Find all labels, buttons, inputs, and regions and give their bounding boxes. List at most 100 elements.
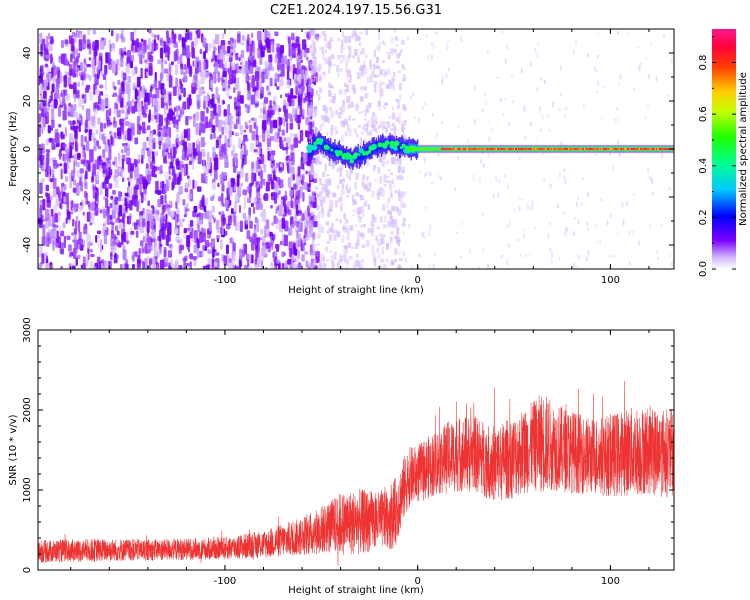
spectrogram-faint-cell [391, 205, 396, 211]
spectrogram-faint-cell [353, 260, 357, 268]
spectrogram-ridge-peak [658, 147, 660, 151]
spectrogram-faint-cell [316, 156, 320, 164]
spectrogram-noise-cell [136, 76, 141, 88]
spectrogram-noise-cell [315, 251, 318, 258]
spectrogram-noise-cell [124, 192, 129, 197]
spectrogram-noise-cell [219, 239, 223, 250]
spectrogram-ridge-core [435, 147, 437, 151]
spectrogram-noise-cell [194, 37, 197, 48]
spectrogram-noise-cell [236, 174, 240, 187]
spectrogram-noise-cell [42, 117, 46, 131]
spectrogram-faint-cell [358, 67, 363, 72]
spectrogram-noise-cell [157, 249, 161, 257]
spectrogram-faint-cell [339, 219, 342, 224]
spectrogram-noise-cell [79, 32, 82, 38]
spectrogram-faint-cell [371, 245, 375, 253]
spectrogram-noise-cell [131, 45, 136, 54]
spectrogram-noise-cell [261, 247, 265, 257]
spectrogram-noise-cell [237, 91, 241, 102]
spectrogram-ridge-peak [598, 147, 601, 151]
spectrogram-faint-cell [330, 166, 334, 170]
spectrogram-ridge-peak [478, 147, 481, 151]
y-tick-label: 20 [22, 95, 33, 108]
spectrogram-noise-cell [95, 82, 98, 90]
spectrogram-noise-cell [114, 234, 117, 239]
spectrogram-faint-cell [365, 239, 370, 247]
spectrogram-noise-cell [102, 162, 106, 166]
spectrogram-noise-cell [168, 63, 172, 76]
spectrogram-noise-cell [105, 198, 109, 209]
spectrogram-ridge-band [322, 139, 324, 151]
spectrogram-faint-cell [387, 211, 391, 215]
spectrogram-noise-cell [109, 202, 113, 209]
spectrogram-noise-cell [54, 226, 57, 239]
spectrogram-faint-cell [559, 93, 562, 97]
spectrogram-noise-cell [296, 210, 301, 214]
spectrogram-noise-cell [112, 161, 115, 165]
spectrogram-noise-cell [159, 259, 165, 269]
spectrogram-ridge-peak [586, 147, 588, 151]
spectrogram-cells [38, 29, 674, 269]
spectrogram-ridge-peak [501, 147, 503, 151]
spectrogram-noise-cell [138, 247, 141, 255]
spectrogram-noise-cell [183, 257, 186, 269]
spectrogram-faint-cell [327, 89, 332, 97]
spectrogram-faint-cell [668, 186, 671, 191]
spectrogram-faint-cell [390, 128, 395, 131]
spectrogram-faint-cell [457, 124, 460, 128]
spectrogram-noise-cell [72, 61, 76, 70]
spectrogram-noise-cell [298, 233, 301, 241]
spectrogram-faint-cell [517, 196, 520, 200]
spectrogram-ridge-peak [440, 147, 443, 151]
spectrogram-noise-cell [298, 65, 302, 69]
spectrogram-noise-cell [108, 183, 113, 189]
spectrogram-faint-cell [373, 258, 377, 267]
spectrogram-noise-cell [79, 176, 82, 186]
spectrogram-noise-cell [171, 116, 176, 124]
spectrogram-faint-cell [469, 249, 472, 254]
spectrogram-faint-cell [400, 191, 404, 198]
spectrogram-noise-cell [276, 244, 279, 252]
spectrogram-noise-cell [73, 235, 77, 248]
spectrogram-ridge-blob [358, 153, 361, 156]
spectrogram-ridge-peak [538, 147, 540, 151]
spectrogram-ridge-peak [460, 147, 463, 151]
spectrogram-noise-cell [251, 234, 254, 240]
spectrogram-noise-cell [237, 33, 241, 43]
spectrogram-noise-cell [287, 209, 292, 216]
spectrogram-noise-cell [284, 190, 287, 200]
spectrogram-faint-cell [484, 92, 487, 97]
spectrogram-faint-cell [356, 72, 361, 80]
spectrogram-faint-cell [404, 191, 407, 195]
spectrogram-faint-cell [596, 90, 599, 95]
spectrogram-noise-cell [244, 121, 248, 127]
spectrogram-noise-cell [136, 200, 139, 212]
spectrogram-faint-cell [433, 252, 436, 257]
spectrogram-faint-cell [573, 262, 576, 268]
spectrogram-faint-cell [425, 171, 428, 175]
spectrogram-noise-cell [111, 42, 116, 49]
spectrogram-faint-cell [394, 157, 399, 165]
spectrogram-noise-cell [161, 205, 164, 215]
spectrogram-noise-cell [103, 136, 107, 145]
spectrogram-faint-cell [312, 171, 316, 179]
spectrogram-faint-cell [328, 159, 331, 166]
spectrogram-faint-cell [364, 92, 368, 100]
spectrogram-noise-cell [63, 75, 68, 88]
spectrogram-noise-cell [271, 191, 276, 201]
spectrogram-noise-cell [268, 54, 273, 63]
spectrogram-ridge-peak [503, 147, 505, 151]
spectrogram-faint-cell [382, 188, 385, 193]
spectrogram-noise-cell [210, 241, 214, 249]
spectrogram-noise-cell [295, 39, 300, 43]
spectrogram-faint-cell [330, 125, 334, 130]
spectrogram-faint-cell [559, 65, 562, 71]
spectrogram-faint-cell [307, 84, 312, 93]
spectrogram-noise-cell [292, 95, 297, 99]
y-tick-label: -20 [22, 189, 33, 205]
spectrogram-faint-cell [667, 94, 670, 98]
spectrogram-noise-cell [297, 166, 301, 177]
spectrogram-noise-cell [269, 135, 275, 141]
spectrogram-noise-cell [239, 220, 243, 232]
spectrogram-noise-cell [235, 105, 240, 117]
